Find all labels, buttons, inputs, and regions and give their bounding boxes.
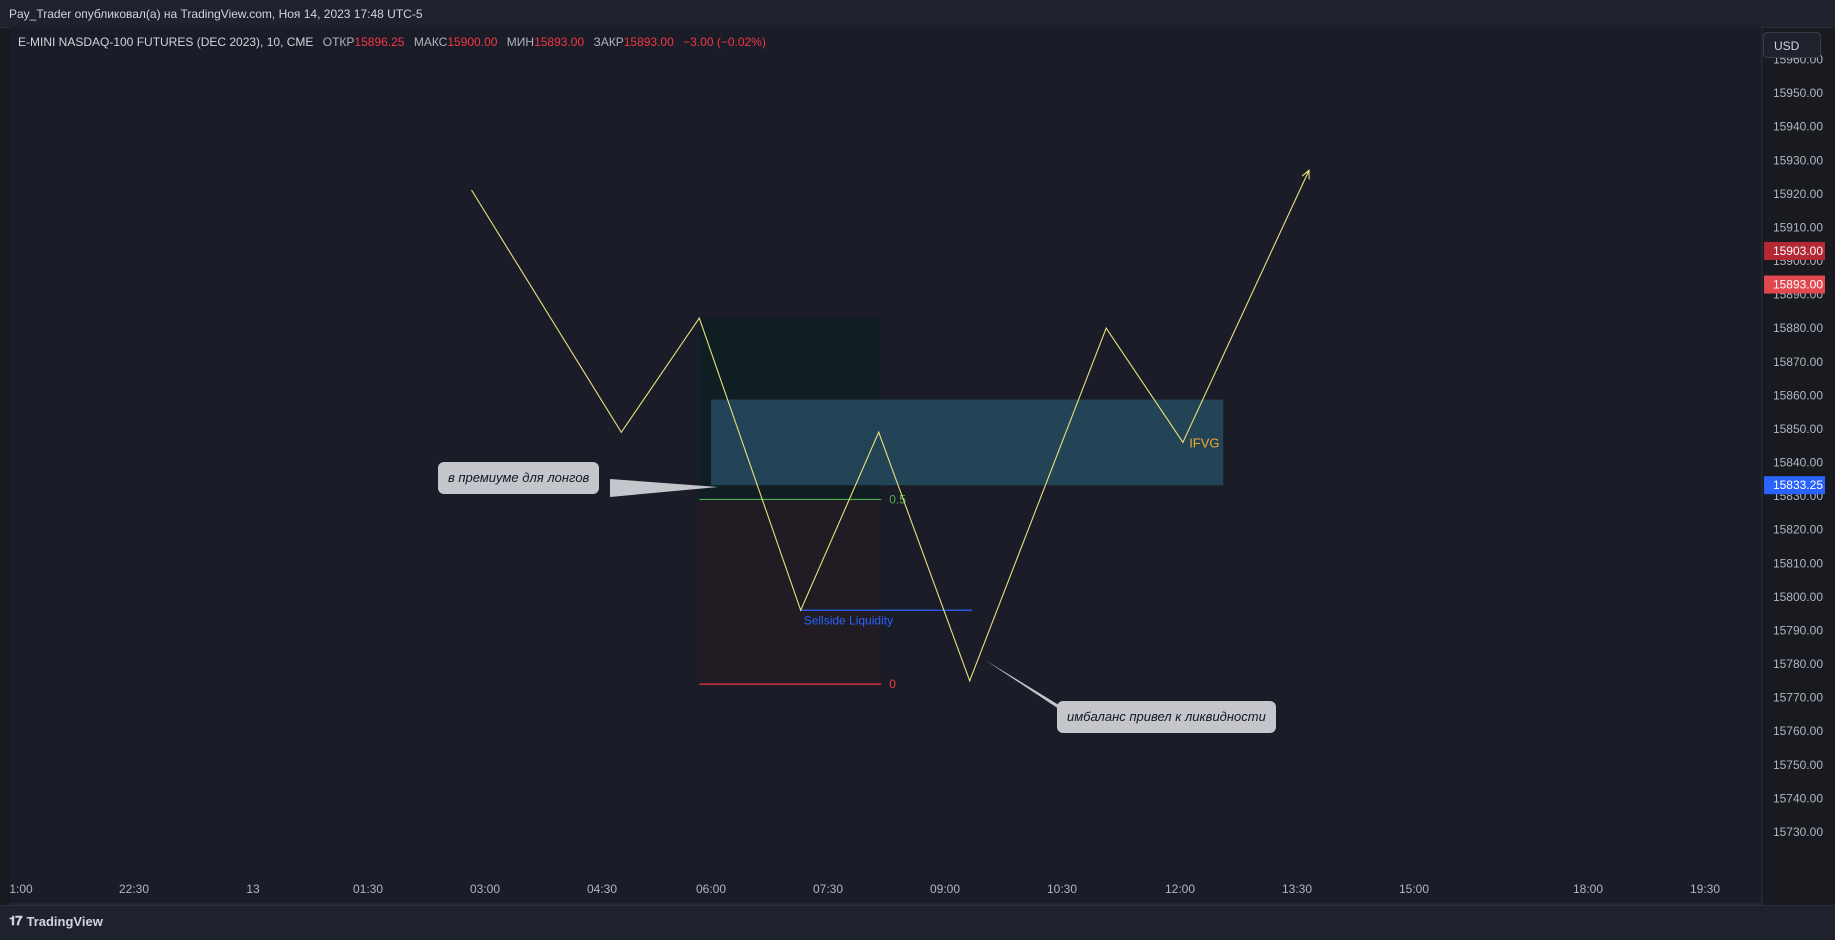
price-badge [1764,476,1825,495]
x-tick-label: 12:00 [1165,882,1195,896]
y-tick-label: 15730.00 [1773,825,1823,839]
y-tick-label: 15740.00 [1773,791,1823,805]
y-tick-label: 15840.00 [1773,456,1823,470]
x-tick-label: 19:30 [1690,882,1720,896]
level-label: 0 [889,677,896,691]
y-tick-label: 15850.00 [1773,422,1823,436]
tradingview-logo-icon: 𝟏𝟕 [9,913,23,928]
price-badge-label: 15903.00 [1773,244,1823,258]
close-value: 15893.00 [623,35,674,49]
y-tick-label: 15790.00 [1773,623,1823,637]
x-tick-label: 22:30 [119,882,149,896]
x-tick-label: 15:00 [1399,882,1429,896]
y-tick-label: 15880.00 [1773,321,1823,335]
path-point [800,609,802,611]
callout-premium-pointer [610,479,718,497]
open-value: 15896.25 [354,35,405,49]
y-tick-label: 15750.00 [1773,758,1823,772]
publication-info: Pay_Trader опубликовал(а) на TradingView… [9,7,423,21]
open-label: ОТКР [322,35,355,49]
y-tick-label: 15940.00 [1773,120,1823,134]
fib-discount-zone [699,499,882,685]
callout-imbalance-pointer [985,660,1080,723]
y-tick-label: 15820.00 [1773,523,1823,537]
y-tick-label: 15810.00 [1773,556,1823,570]
path-arrowhead [1301,169,1310,180]
path-point [878,431,880,433]
y-tick-label: 15930.00 [1773,153,1823,167]
change-value: −3.00 (−0.02%) [683,35,766,49]
price-badge [1764,275,1825,294]
x-tick-label: 18:00 [1573,882,1603,896]
x-tick-label: 04:30 [587,882,617,896]
path-point [620,431,622,433]
symbol-legend: E-MINI NASDAQ-100 FUTURES (DEC 2023), 10… [18,35,766,49]
x-tick-label: 07:30 [813,882,843,896]
y-tick-label: 15950.00 [1773,86,1823,100]
brand-name: TradingView [26,913,103,929]
y-tick-label: 15920.00 [1773,187,1823,201]
level-label: Sellside Liquidity [804,613,893,627]
callout-premium[interactable]: в премиуме для лонгов [438,462,600,494]
currency-button[interactable]: USD [1763,32,1821,58]
x-tick-label: 01:30 [353,882,383,896]
path-point [1105,327,1107,329]
x-tick-label: 06:00 [696,882,726,896]
path-point [1182,441,1184,443]
bottom-bar [0,905,1835,940]
callout-imbalance[interactable]: имбаланс привел к ликвидности [1057,701,1276,733]
high-value: 15900.00 [447,35,498,49]
y-tick-label: 15910.00 [1773,220,1823,234]
top-bar: Pay_Trader опубликовал(а) на TradingView… [0,0,1835,28]
x-tick-label: 09:00 [930,882,960,896]
symbol-name: E-MINI NASDAQ-100 FUTURES (DEC 2023), 10… [18,35,314,49]
x-tick-label: 1:00 [10,882,33,896]
ifvg-label: IFVG [1189,435,1219,450]
y-tick-label: 15770.00 [1773,691,1823,705]
x-tick-label: 03:00 [470,882,500,896]
x-tick-label: 13 [246,882,260,896]
x-tick-label: 10:30 [1047,882,1077,896]
ifvg-zone [711,399,1224,486]
high-label: МАКС [413,35,448,49]
path-point [698,317,700,319]
low-value: 15893.00 [534,35,585,49]
y-tick-label: 15760.00 [1773,724,1823,738]
path-point [471,189,473,192]
close-label: ЗАКР [593,35,624,49]
path-point [969,680,971,682]
y-tick-label: 15800.00 [1773,590,1823,604]
price-badge [1764,241,1825,260]
y-tick-label: 15780.00 [1773,657,1823,671]
low-label: МИН [506,35,535,49]
price-badge-label: 15893.00 [1773,278,1823,292]
tradingview-logo[interactable]: 𝟏𝟕 TradingView [9,913,103,929]
price-badge-label: 15833.25 [1773,478,1823,492]
y-tick-label: 15870.00 [1773,355,1823,369]
x-tick-label: 13:30 [1282,882,1312,896]
y-tick-label: 15860.00 [1773,388,1823,402]
